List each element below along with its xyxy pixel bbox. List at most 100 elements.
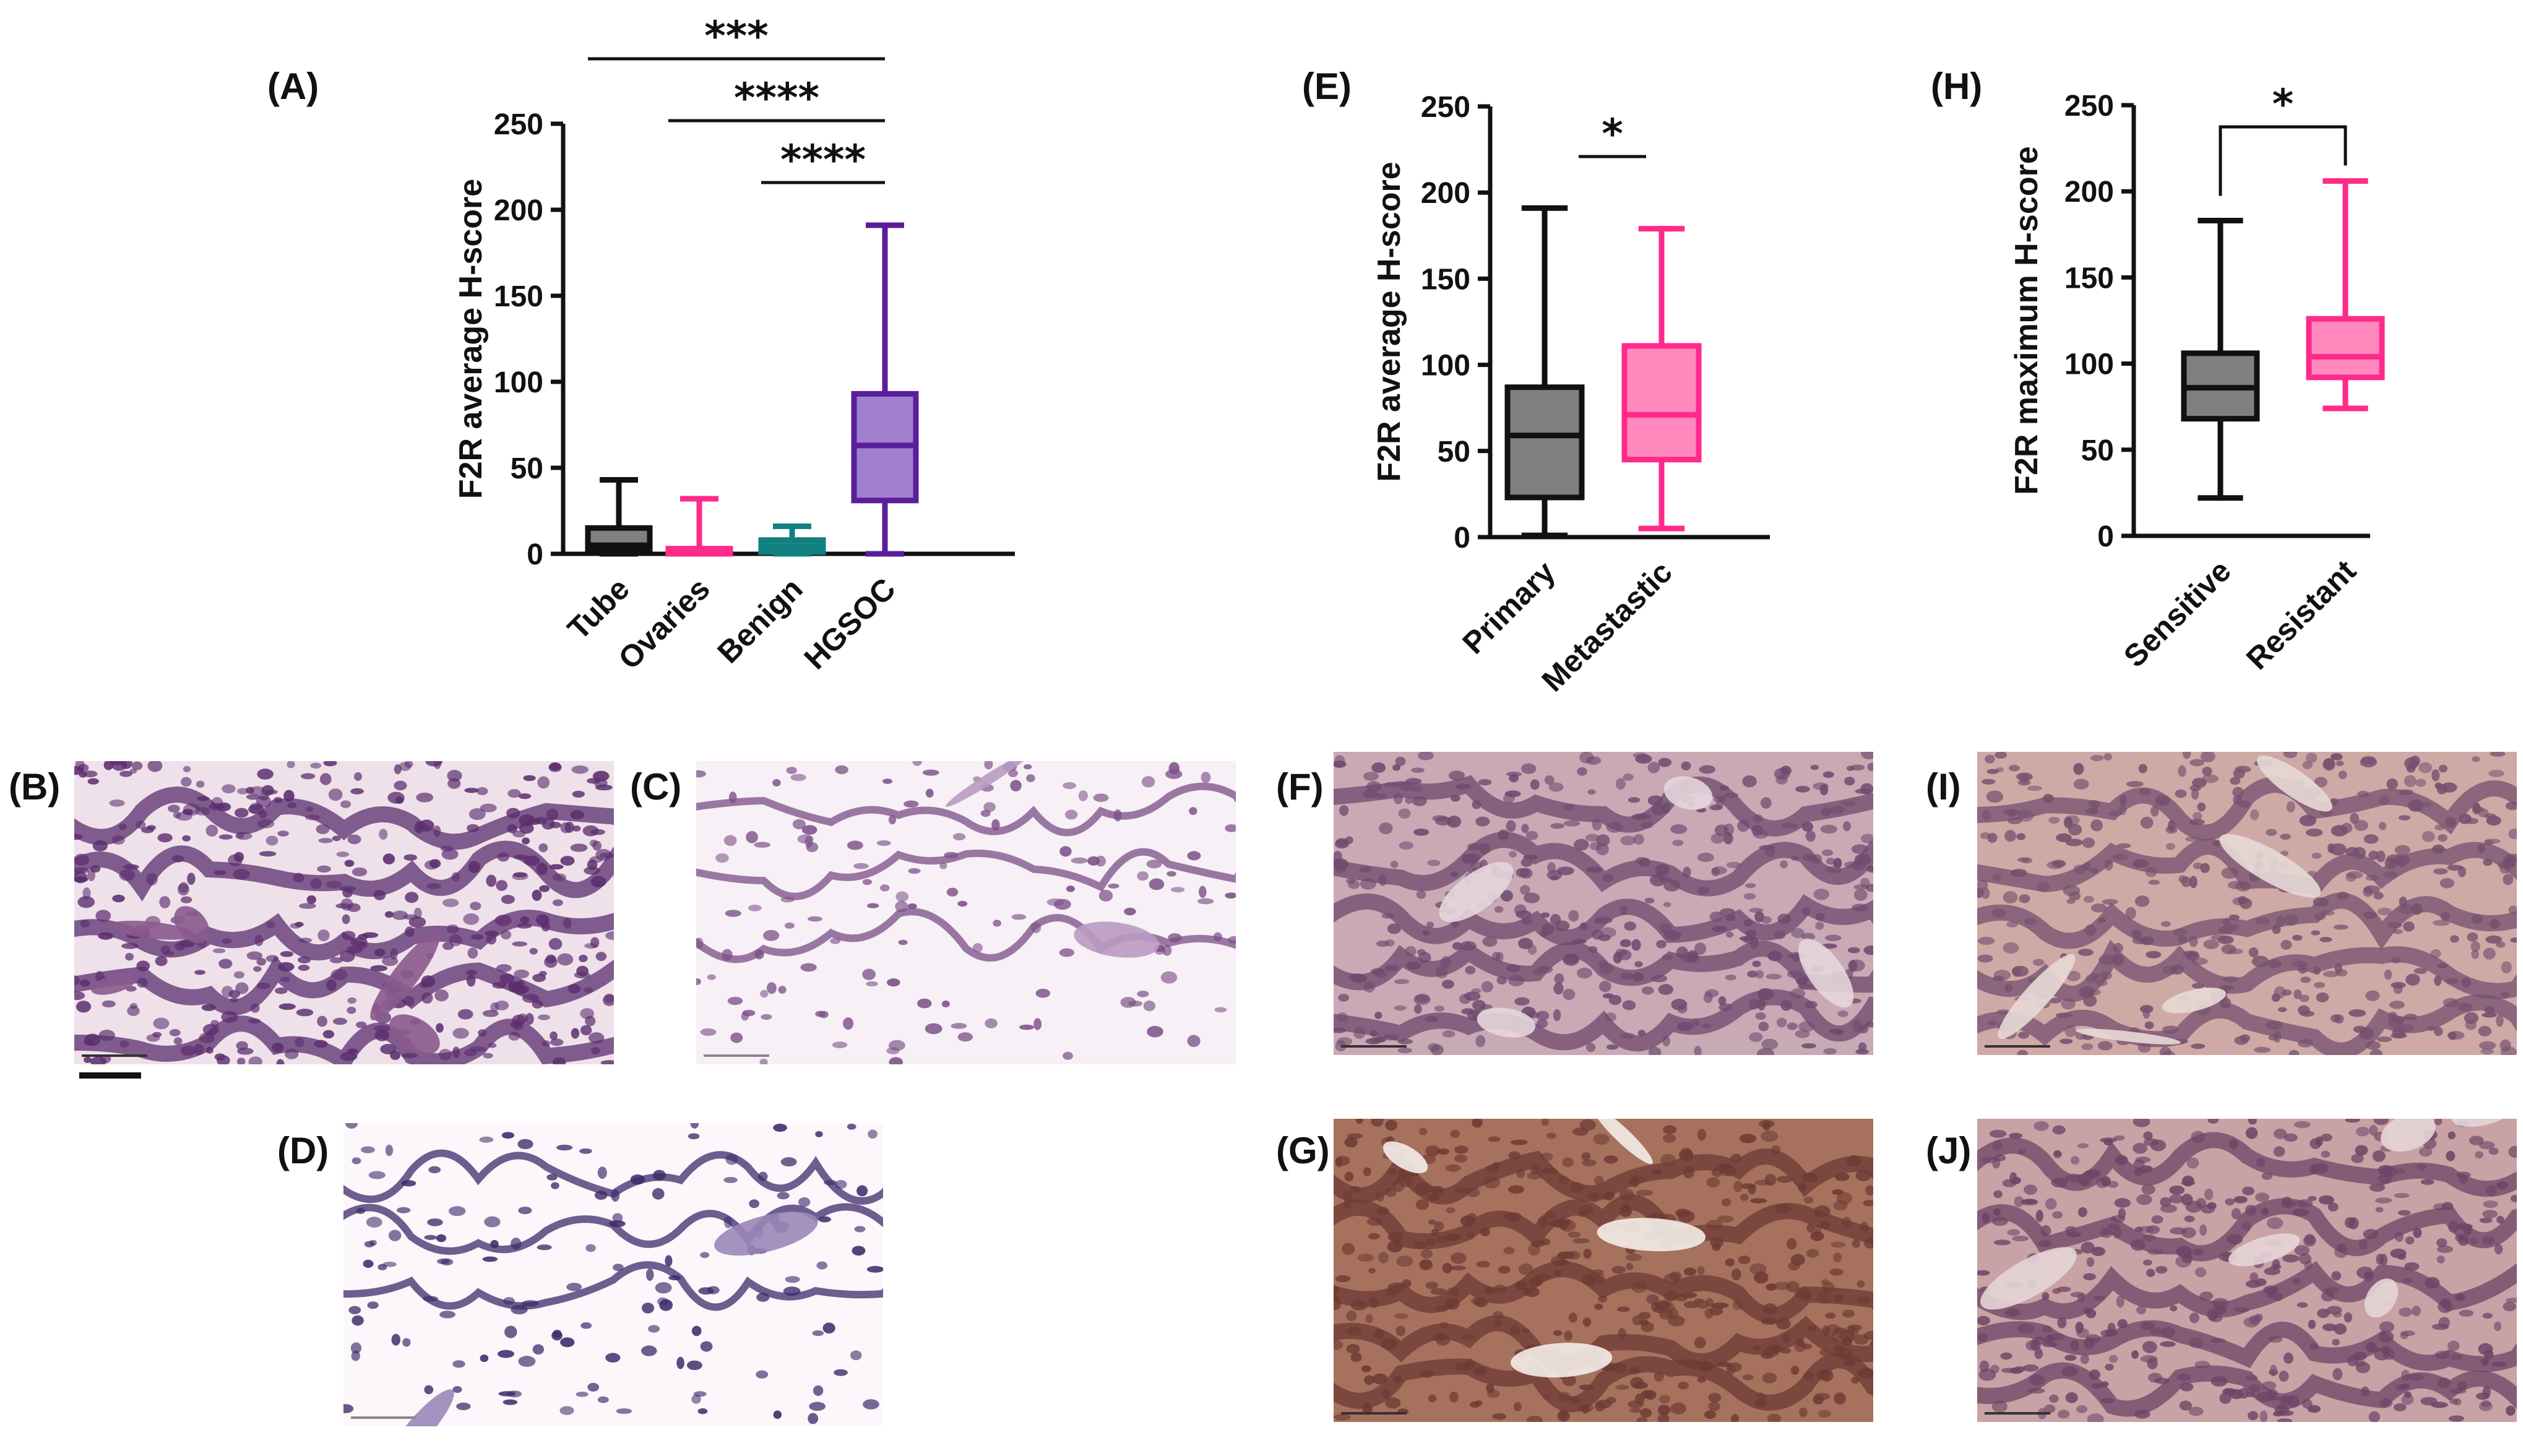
nucleus bbox=[1571, 939, 1587, 944]
nucleus bbox=[1981, 887, 1990, 899]
nucleus bbox=[2098, 918, 2106, 923]
nucleus bbox=[951, 1023, 967, 1029]
nucleus bbox=[347, 946, 363, 954]
nucleus bbox=[1451, 1252, 1467, 1264]
nucleus bbox=[1801, 933, 1816, 941]
nucleus bbox=[2384, 857, 2398, 869]
nucleus bbox=[1523, 855, 1538, 860]
nucleus bbox=[2146, 1269, 2155, 1277]
nucleus bbox=[2484, 838, 2501, 844]
nucleus bbox=[2191, 1043, 2206, 1049]
nucleus bbox=[2077, 949, 2094, 956]
nucleus bbox=[785, 1276, 800, 1283]
nucleus bbox=[1530, 1165, 1540, 1175]
nucleus bbox=[1861, 834, 1873, 843]
nucleus bbox=[2314, 981, 2326, 988]
nucleus bbox=[1461, 1333, 1475, 1341]
nucleus bbox=[609, 1220, 626, 1228]
nucleus bbox=[588, 1032, 605, 1044]
nucleus bbox=[2217, 935, 2234, 944]
nucleus bbox=[2249, 1315, 2261, 1325]
nucleus bbox=[1619, 905, 1628, 915]
nucleus bbox=[433, 761, 442, 769]
nucleus bbox=[541, 921, 550, 932]
nucleus bbox=[293, 872, 304, 883]
nucleus bbox=[597, 1166, 607, 1179]
nucleus bbox=[1635, 754, 1652, 764]
nucleus bbox=[466, 824, 480, 833]
nucleus bbox=[2368, 1411, 2380, 1422]
nucleus bbox=[2278, 1007, 2287, 1012]
nucleus bbox=[853, 863, 869, 869]
nucleus bbox=[2119, 795, 2128, 806]
nucleus bbox=[2231, 1208, 2241, 1220]
lumen-space bbox=[1439, 861, 1514, 923]
nucleus bbox=[1537, 1019, 1548, 1028]
nucleus bbox=[1702, 1023, 1711, 1029]
nucleus bbox=[1991, 908, 2006, 918]
nucleus bbox=[1830, 805, 1845, 814]
nucleus bbox=[1508, 1151, 1521, 1160]
nucleus bbox=[442, 942, 454, 950]
nucleus bbox=[1433, 1333, 1446, 1342]
nucleus bbox=[2280, 850, 2289, 856]
nucleus bbox=[176, 811, 192, 821]
nucleus bbox=[266, 921, 275, 929]
nucleus bbox=[2419, 1147, 2433, 1157]
nucleus bbox=[2436, 1245, 2454, 1253]
nucleus bbox=[882, 778, 893, 784]
nucleus bbox=[1368, 1233, 1380, 1239]
nucleus bbox=[2273, 1146, 2285, 1157]
epithelial-layer bbox=[696, 908, 1236, 963]
nucleus bbox=[862, 968, 876, 980]
nucleus bbox=[2056, 833, 2072, 842]
nucleus bbox=[580, 1025, 592, 1036]
nucleus bbox=[464, 788, 479, 793]
nucleus bbox=[1454, 1154, 1468, 1163]
lumen-space bbox=[1074, 921, 1160, 958]
nucleus bbox=[2222, 918, 2231, 927]
nucleus bbox=[1662, 1134, 1676, 1143]
nucleus bbox=[645, 1268, 654, 1281]
nucleus bbox=[2482, 1210, 2498, 1218]
epithelial-layer bbox=[696, 782, 1236, 837]
lumen-space bbox=[1597, 1218, 1706, 1252]
nucleus bbox=[1397, 1038, 1413, 1045]
nucleus bbox=[594, 1191, 608, 1200]
nucleus bbox=[228, 989, 241, 998]
nucleus bbox=[1694, 942, 1707, 955]
nucleus bbox=[707, 974, 716, 980]
nucleus bbox=[405, 892, 419, 903]
nucleus bbox=[201, 1004, 216, 1011]
nucleus bbox=[74, 975, 80, 986]
nucleus bbox=[2126, 781, 2144, 788]
nucleus bbox=[1708, 1402, 1720, 1411]
nucleus bbox=[1820, 1220, 1830, 1230]
nucleus bbox=[2212, 1298, 2229, 1309]
nucleus bbox=[2503, 874, 2514, 885]
y-tick-label: 100 bbox=[2064, 348, 2114, 381]
nucleus bbox=[1842, 1360, 1856, 1367]
nucleus bbox=[1363, 981, 1375, 993]
nucleus bbox=[1503, 1247, 1515, 1255]
nucleus bbox=[433, 825, 441, 837]
nucleus bbox=[1848, 960, 1858, 972]
nucleus bbox=[2108, 811, 2123, 817]
panel-label-G: (G) bbox=[1276, 1130, 1330, 1171]
nucleus bbox=[1390, 860, 1399, 868]
nucleus bbox=[972, 943, 983, 953]
nucleus bbox=[480, 803, 497, 812]
nucleus bbox=[1806, 1325, 1817, 1332]
nucleus bbox=[790, 773, 806, 782]
nucleus bbox=[1562, 1374, 1577, 1387]
nucleus bbox=[1814, 1393, 1831, 1400]
nucleus bbox=[319, 773, 332, 785]
nucleus bbox=[584, 943, 598, 949]
nucleus bbox=[345, 1123, 358, 1129]
nucleus bbox=[1803, 854, 1816, 861]
nucleus bbox=[2508, 1145, 2517, 1158]
nucleus bbox=[1464, 991, 1481, 1001]
nucleus bbox=[1465, 965, 1476, 975]
x-category-label: Benign bbox=[710, 571, 809, 670]
nucleus bbox=[985, 1018, 998, 1028]
